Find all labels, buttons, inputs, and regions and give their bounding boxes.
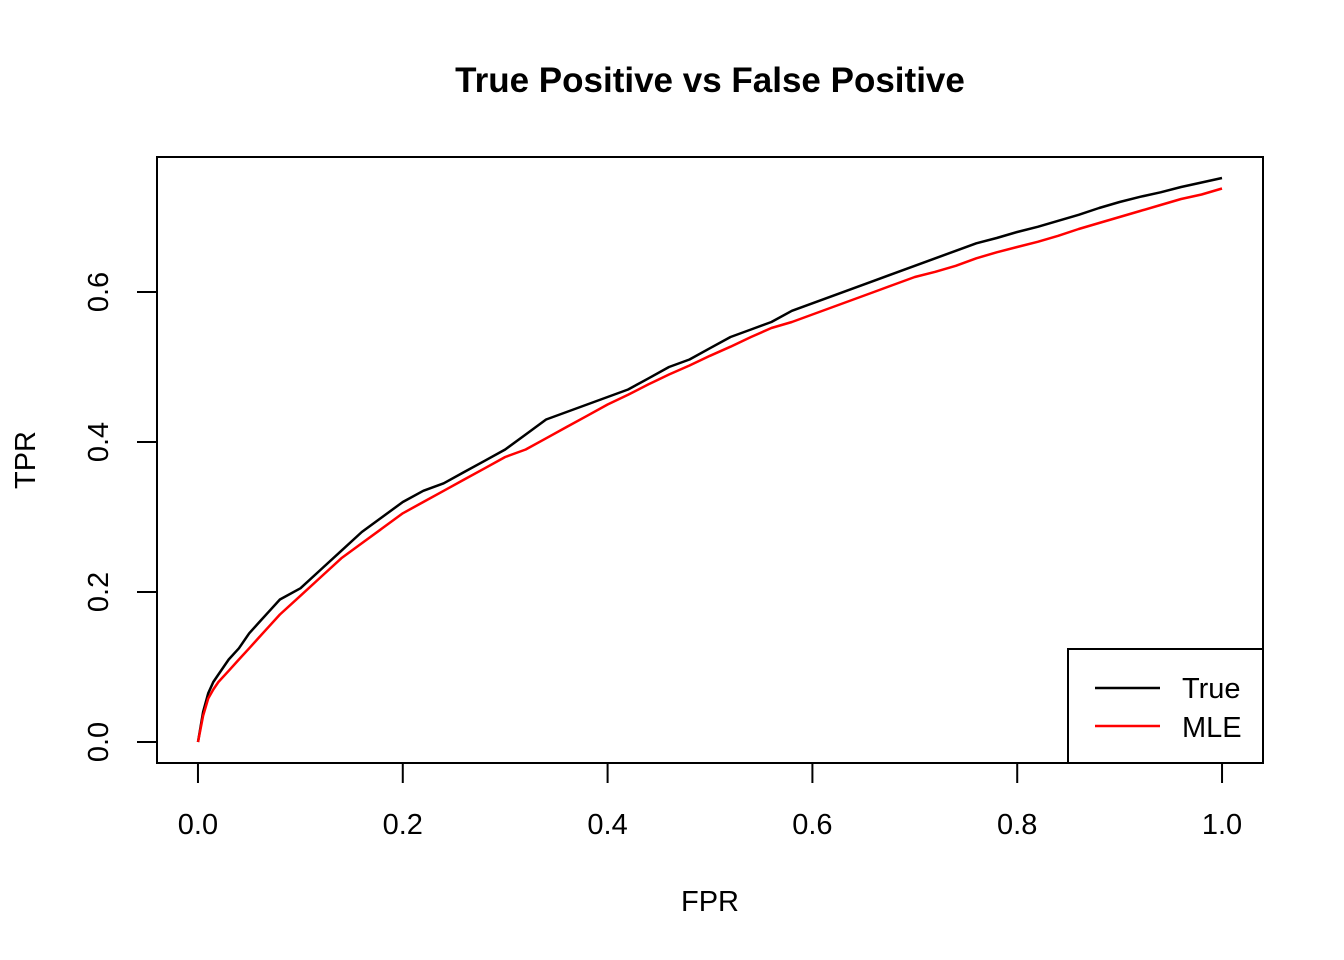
x-axis: 0.0 0.2 0.4 0.6 0.8 1.0 bbox=[178, 762, 1242, 841]
y-tick-label: 0.0 bbox=[83, 722, 115, 762]
x-tick-label: 0.6 bbox=[792, 809, 832, 841]
y-axis-label: TPR bbox=[10, 431, 42, 489]
x-tick-label: 0.8 bbox=[997, 809, 1037, 841]
legend-label-mle: MLE bbox=[1182, 712, 1242, 744]
y-tick-label: 0.6 bbox=[83, 272, 115, 312]
x-tick-label: 0.4 bbox=[587, 809, 627, 841]
series-layer bbox=[196, 176, 1223, 743]
y-axis: 0.0 0.2 0.4 0.6 bbox=[83, 272, 158, 762]
series-line-true bbox=[196, 176, 1223, 743]
x-tick-label: 0.0 bbox=[178, 809, 218, 841]
x-tick-label: 0.2 bbox=[383, 809, 423, 841]
legend-box bbox=[1067, 648, 1264, 764]
x-axis-label: FPR bbox=[681, 886, 739, 918]
x-tick-label: 1.0 bbox=[1202, 809, 1242, 841]
y-tick-label: 0.4 bbox=[83, 422, 115, 462]
legend: True MLE bbox=[1067, 648, 1264, 764]
chart-title: True Positive vs False Positive bbox=[455, 61, 965, 100]
series-line-mle bbox=[196, 187, 1223, 743]
y-tick-label: 0.2 bbox=[83, 572, 115, 612]
legend-label-true: True bbox=[1182, 673, 1241, 705]
